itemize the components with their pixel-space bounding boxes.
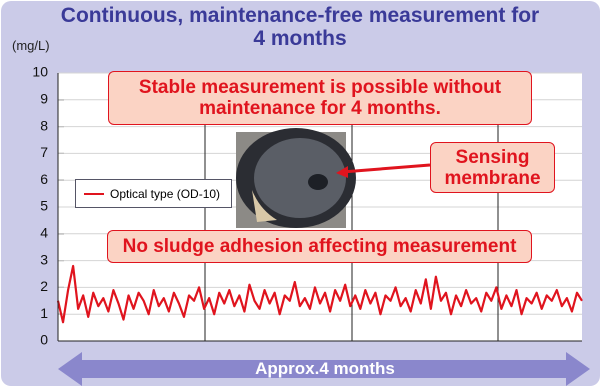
- legend: Optical type (OD-10): [75, 179, 232, 208]
- y-tick-label: 5: [40, 198, 48, 214]
- annotation: Sensing membrane: [430, 142, 555, 193]
- y-tick-label: 9: [40, 91, 48, 107]
- y-tick-label: 3: [40, 251, 48, 267]
- annotation: No sludge adhesion affecting measurement: [107, 230, 532, 263]
- y-tick-label: 6: [40, 171, 48, 187]
- y-axis-label: (mg/L): [12, 38, 50, 53]
- span-label: Approx.4 months: [60, 352, 590, 386]
- y-tick-label: 7: [40, 144, 48, 160]
- chart-title: Continuous, maintenance-free measurement…: [60, 4, 540, 50]
- y-tick-label: 4: [40, 225, 48, 241]
- y-tick-label: 0: [40, 332, 48, 348]
- photo-membrane: [308, 174, 328, 190]
- y-tick-label: 10: [32, 64, 48, 80]
- y-tick-label: 1: [40, 305, 48, 321]
- legend-swatch: [84, 193, 104, 195]
- y-tick-label: 8: [40, 117, 48, 133]
- legend-label: Optical type (OD-10): [110, 187, 220, 201]
- figure: 0 1 2 3 4 5 6 7 8 9 10 Continuous, maintenance-fre…: [0, 0, 601, 387]
- photo-face: [254, 138, 346, 218]
- annotation: Stable measurement is possible without m…: [108, 71, 532, 125]
- y-tick-label: 2: [40, 278, 48, 294]
